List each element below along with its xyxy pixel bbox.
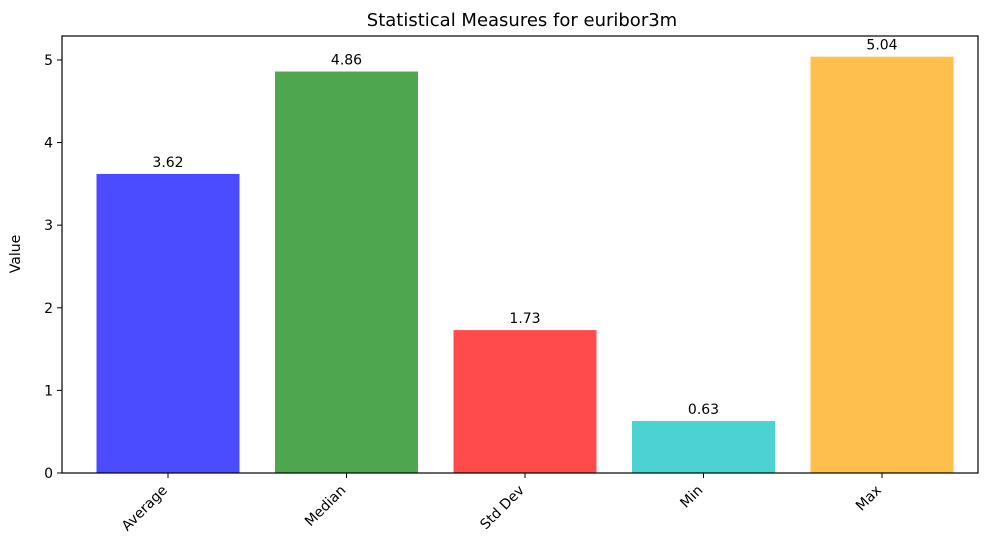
y-tick-label: 4	[44, 136, 53, 152]
y-axis-label: Value	[8, 235, 24, 273]
bar-min	[632, 420, 775, 473]
bar-std-dev	[453, 330, 597, 473]
y-tick-label: 3	[44, 218, 53, 234]
bar-median	[275, 71, 418, 474]
x-tick-label: Min	[677, 483, 706, 512]
y-tick-label: 2	[44, 301, 53, 317]
plot-area: 3.62 4.86 1.73 0.63 5.04 0 1 2 3 4 5 Average Median S…	[44, 35, 979, 535]
bar-value-label: 5.04	[866, 38, 897, 54]
x-tick-label: Std Dev	[477, 483, 527, 533]
x-tick-label: Average	[119, 483, 171, 535]
bar-value-label: 0.63	[688, 402, 719, 418]
bar-value-label: 3.62	[152, 155, 183, 171]
bar-max	[810, 56, 954, 474]
x-tick-label: Max	[853, 483, 885, 515]
y-tick-label: 0	[44, 466, 53, 482]
bar-value-label: 4.86	[331, 53, 362, 69]
chart-title: Statistical Measures for euribor3m	[367, 10, 677, 31]
y-tick-label: 1	[44, 383, 53, 399]
y-tick-label: 5	[44, 53, 53, 69]
bar-value-label: 1.73	[509, 311, 540, 327]
plot-frame	[61, 35, 979, 474]
x-tick-label: Median	[302, 483, 349, 530]
bar-average	[96, 173, 240, 473]
